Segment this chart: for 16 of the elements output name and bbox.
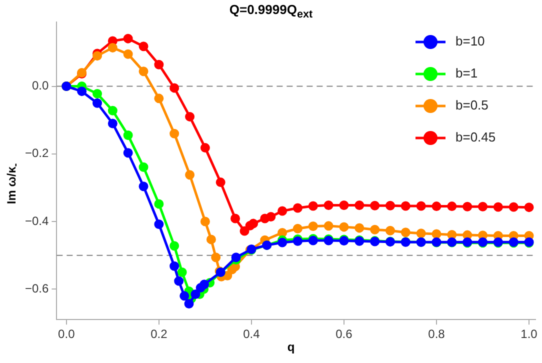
chart-title: Q=0.9999Q$_{ext}$ (228, 2, 314, 21)
x-axis-title: q (286, 340, 296, 354)
legend-label: b=10 (456, 34, 485, 49)
x-tick-label: 0.0 (58, 327, 76, 342)
y-tick-label: −0.6 (24, 281, 49, 296)
y-tick-label: −0.4 (24, 214, 49, 228)
y-tick-label: 0.0 (32, 78, 50, 93)
x-tick-label: 1.0 (520, 327, 538, 342)
x-tick-label: 0.2 (150, 327, 168, 342)
x-tick-label: 0.4 (243, 327, 260, 342)
legend-label: b=1 (456, 66, 478, 81)
x-tick-label: 0.6 (336, 327, 353, 342)
x-tick-label: 0.8 (428, 327, 446, 342)
legend-label: b=0.5 (456, 98, 488, 113)
y-tick-label: −0.2 (24, 146, 49, 160)
legend-label: b=0.45 (456, 130, 496, 145)
